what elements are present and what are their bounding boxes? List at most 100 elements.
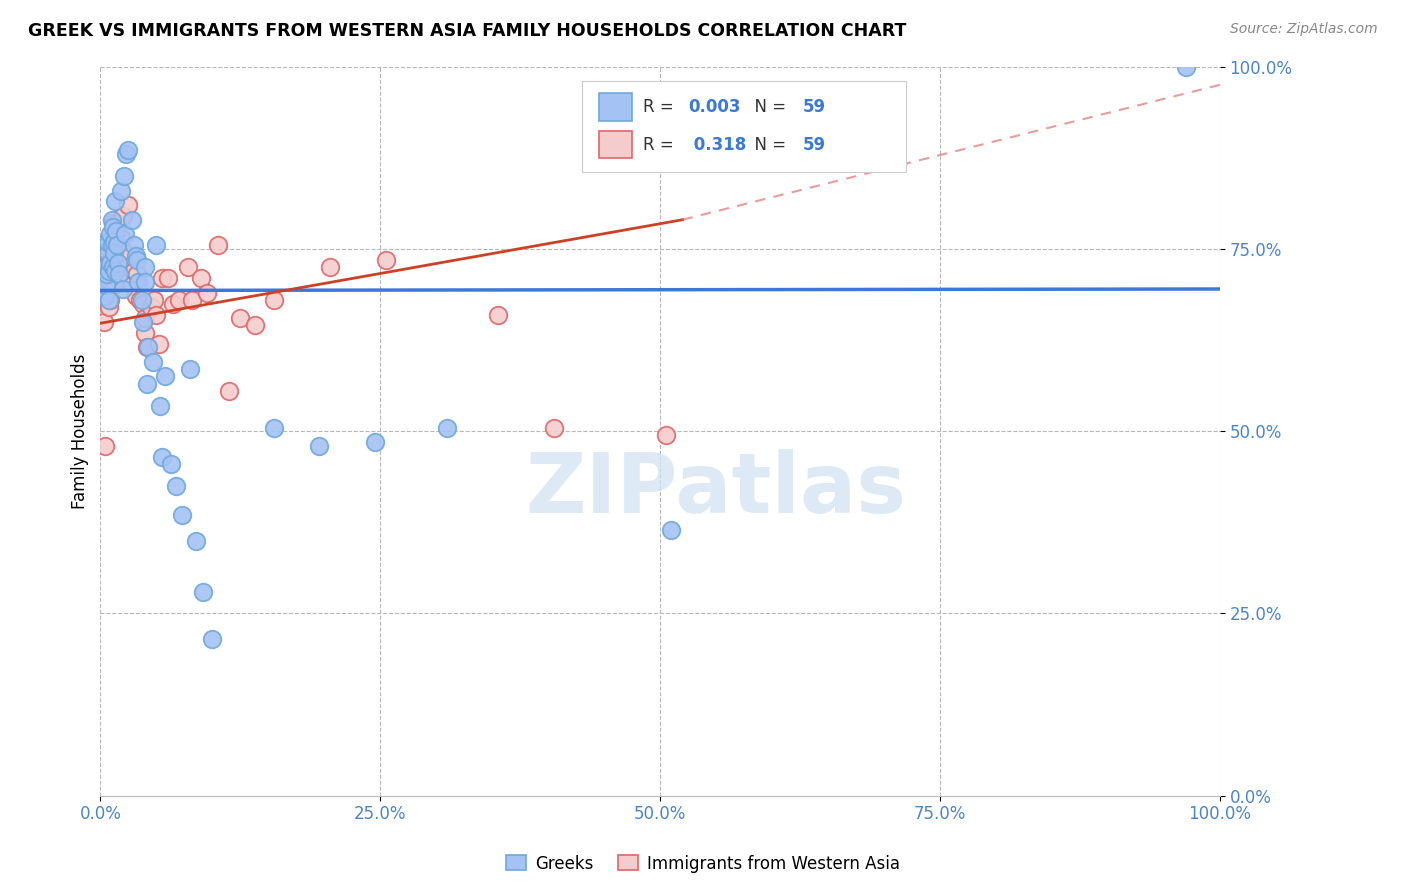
Point xyxy=(112,169,135,183)
Legend: Greeks, Immigrants from Western Asia: Greeks, Immigrants from Western Asia xyxy=(499,848,907,880)
Point xyxy=(107,245,129,260)
Point xyxy=(108,268,131,282)
Point xyxy=(94,260,117,274)
Point xyxy=(115,147,138,161)
Point xyxy=(100,256,122,270)
Point xyxy=(150,450,173,464)
Point xyxy=(96,245,118,260)
Point xyxy=(103,235,125,249)
Point xyxy=(103,278,125,293)
Point xyxy=(105,238,128,252)
Point xyxy=(167,293,190,307)
Point xyxy=(110,184,132,198)
Point xyxy=(94,439,117,453)
Point xyxy=(100,293,122,307)
Point xyxy=(125,289,148,303)
Point xyxy=(543,420,565,434)
Point xyxy=(98,264,121,278)
Point xyxy=(105,238,128,252)
Point xyxy=(100,227,122,242)
Point xyxy=(98,300,121,314)
Point xyxy=(101,268,124,282)
Point xyxy=(201,632,224,646)
Point xyxy=(195,285,218,300)
Point xyxy=(96,235,118,249)
Point xyxy=(190,271,212,285)
Point xyxy=(193,584,215,599)
Point xyxy=(132,315,155,329)
Point xyxy=(94,268,117,282)
Point xyxy=(125,249,148,263)
Point xyxy=(100,235,122,249)
Text: R =: R = xyxy=(644,98,679,116)
Point xyxy=(101,216,124,230)
Point xyxy=(155,369,177,384)
Point xyxy=(100,212,122,227)
Point xyxy=(100,238,122,252)
Point xyxy=(218,384,240,398)
Point xyxy=(166,479,188,493)
Point xyxy=(134,260,156,274)
Point xyxy=(94,278,117,293)
Point xyxy=(121,212,143,227)
Point xyxy=(263,293,285,307)
Point xyxy=(319,260,342,274)
Text: GREEK VS IMMIGRANTS FROM WESTERN ASIA FAMILY HOUSEHOLDS CORRELATION CHART: GREEK VS IMMIGRANTS FROM WESTERN ASIA FA… xyxy=(28,22,907,40)
Point xyxy=(145,308,167,322)
Point xyxy=(132,296,155,310)
Point xyxy=(150,271,173,285)
Point xyxy=(122,238,145,252)
Y-axis label: Family Households: Family Households xyxy=(72,353,89,508)
Point xyxy=(486,308,509,322)
Point xyxy=(122,264,145,278)
Point xyxy=(170,508,193,522)
Point xyxy=(160,457,183,471)
Point xyxy=(148,336,170,351)
Point xyxy=(114,245,136,260)
Point xyxy=(131,293,153,307)
Text: N =: N = xyxy=(744,98,792,116)
Point xyxy=(184,533,207,548)
Point xyxy=(142,355,165,369)
FancyBboxPatch shape xyxy=(582,81,907,172)
Point xyxy=(107,256,129,270)
Point xyxy=(100,264,122,278)
Point xyxy=(101,260,124,274)
Point xyxy=(104,227,127,242)
Point xyxy=(181,293,204,307)
Point xyxy=(101,220,124,235)
Text: N =: N = xyxy=(744,136,792,153)
Point xyxy=(127,268,149,282)
Point xyxy=(105,224,128,238)
Point xyxy=(110,231,132,245)
Point xyxy=(114,227,136,242)
Point xyxy=(127,252,149,267)
Point xyxy=(127,275,149,289)
Point xyxy=(207,238,229,252)
Point xyxy=(94,278,117,293)
Point xyxy=(654,427,676,442)
Text: 59: 59 xyxy=(803,136,825,153)
Point xyxy=(104,256,127,270)
Point xyxy=(1175,60,1198,74)
Point xyxy=(176,260,198,274)
Point xyxy=(111,282,134,296)
Point xyxy=(136,376,159,391)
Point xyxy=(179,362,201,376)
Point xyxy=(162,296,184,310)
Point xyxy=(156,271,179,285)
Point xyxy=(229,311,252,326)
Point xyxy=(139,300,162,314)
Point xyxy=(97,285,120,300)
Text: 59: 59 xyxy=(803,98,825,116)
Point xyxy=(103,245,125,260)
Point xyxy=(96,271,118,285)
Point xyxy=(243,318,266,333)
Point xyxy=(121,278,143,293)
Point xyxy=(117,144,139,158)
Point xyxy=(143,293,166,307)
Point xyxy=(134,326,156,340)
Point xyxy=(100,256,122,270)
Point xyxy=(659,523,682,537)
Point xyxy=(97,235,120,249)
